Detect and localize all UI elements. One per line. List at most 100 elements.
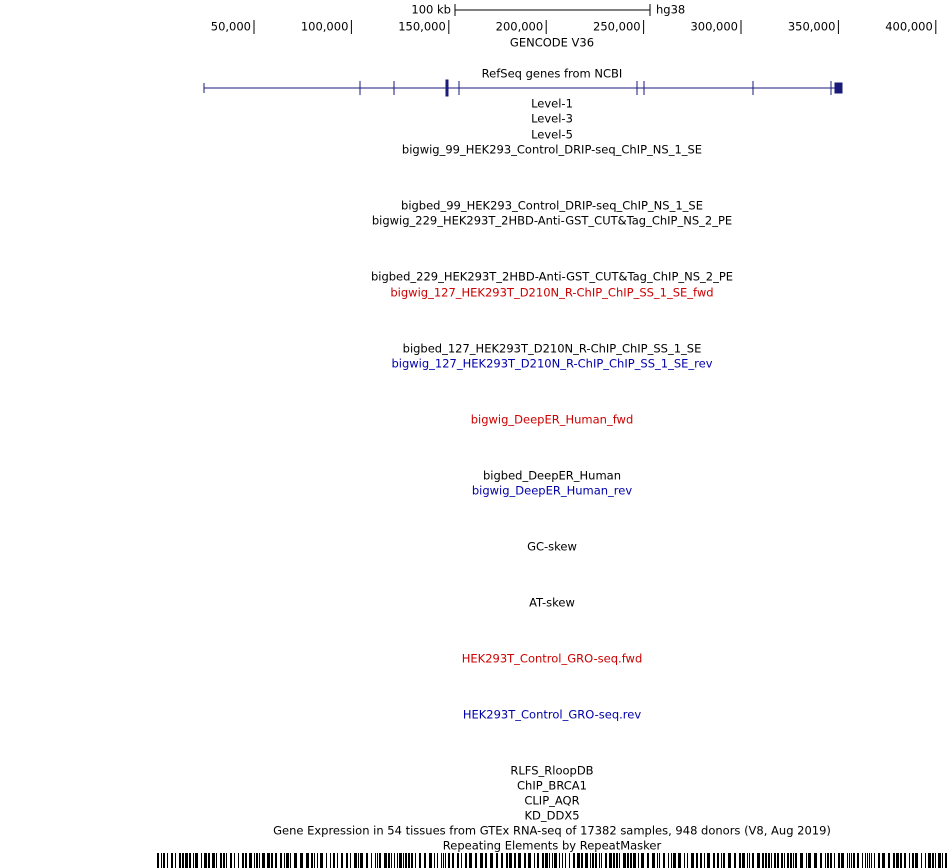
repeat-element [175, 853, 176, 868]
repeat-element [825, 853, 826, 868]
repeat-element [212, 853, 215, 868]
repeat-element [397, 853, 398, 868]
repeat-element [577, 853, 580, 868]
repeat-element [375, 853, 376, 868]
repeat-element [609, 853, 612, 868]
repeat-element [330, 853, 331, 868]
repeat-element [849, 853, 850, 868]
repeat-element [506, 853, 508, 868]
repeat-element [226, 853, 227, 868]
repeat-element [534, 853, 535, 868]
repeat-element [787, 853, 789, 868]
repeat-element [838, 853, 840, 868]
track-label: RLFS_RloopDB [510, 764, 593, 778]
repeat-element [932, 853, 934, 868]
repeat-element [687, 853, 688, 868]
repeat-element [245, 853, 247, 868]
repeat-element [189, 853, 191, 868]
repeat-element [691, 853, 694, 868]
repeat-element [853, 853, 855, 868]
repeat-element [377, 853, 378, 868]
repeat-element [275, 853, 277, 868]
repeat-element [893, 853, 895, 868]
track-label: ChIP_BRCA1 [517, 779, 587, 793]
repeat-element [306, 853, 309, 868]
repeat-element [599, 853, 600, 868]
repeat-element [501, 853, 503, 868]
repeat-element [878, 853, 880, 868]
repeat-element [790, 853, 792, 868]
track-label: bigwig_DeepER_Human_fwd [471, 413, 634, 427]
repeat-element [371, 853, 372, 868]
repeat-element [601, 853, 602, 868]
repeat-element [185, 853, 188, 868]
repeat-element [869, 853, 870, 868]
repeat-element [659, 853, 660, 868]
repeat-element [630, 853, 632, 868]
repeat-element [311, 853, 313, 868]
track-label: Level-1 [531, 97, 573, 111]
gene-model[interactable] [203, 79, 843, 97]
repeat-element [300, 853, 303, 868]
repeat-element [552, 853, 553, 868]
repeat-element [806, 853, 807, 868]
repeat-element [333, 853, 335, 868]
repeat-element [663, 853, 665, 868]
repeat-element [256, 853, 258, 868]
repeat-element [713, 853, 715, 868]
repeat-element [496, 853, 498, 868]
repeat-element [562, 853, 563, 868]
repeat-element [249, 853, 252, 868]
repeat-element [326, 853, 327, 868]
track-label: CLIP_AQR [524, 794, 579, 808]
ruler-tick-label: 100,000 [301, 20, 349, 34]
scale-label: 100 kb [411, 3, 451, 17]
track-label: bigbed_229_HEK293T_2HBD-Anti-GST_CUT&Tag… [371, 270, 733, 284]
repeat-element [862, 853, 863, 868]
repeat-element [673, 853, 676, 868]
repeat-element [938, 853, 941, 868]
repeat-element [388, 853, 390, 868]
repeat-element [337, 853, 338, 868]
repeat-element [259, 853, 260, 868]
repeat-element [747, 853, 748, 868]
repeat-element [394, 853, 395, 868]
ruler-tick-label: 250,000 [593, 20, 641, 34]
track-label: Gene Expression in 54 tissues from GTEx … [273, 824, 831, 838]
repeat-element [834, 853, 835, 868]
repeat-element [704, 853, 705, 868]
repeat-element [912, 853, 914, 868]
repeat-element [915, 853, 918, 868]
repeat-element [857, 853, 859, 868]
repeat-element [384, 853, 387, 868]
repeat-element [405, 853, 407, 868]
repeat-element [827, 853, 829, 868]
repeat-element [945, 853, 947, 868]
repeat-element [284, 853, 285, 868]
repeat-element [896, 853, 899, 868]
repeat-element [800, 853, 803, 868]
repeat-element [391, 853, 392, 868]
repeat-element [581, 853, 583, 868]
ruler-tick-label: 200,000 [496, 20, 544, 34]
track-label: HEK293T_Control_GRO-seq.fwd [462, 652, 643, 666]
repeat-element [360, 853, 363, 868]
ruler-tick-label: 50,000 [211, 20, 251, 34]
repeat-element [781, 853, 783, 868]
track-label: KD_DDX5 [524, 809, 579, 823]
repeat-element [696, 853, 698, 868]
repeat-element [847, 853, 848, 868]
repeat-element [717, 853, 719, 868]
repeat-element [559, 853, 560, 868]
repeat-element [851, 853, 852, 868]
track-label: bigwig_DeepER_Human_rev [472, 484, 633, 498]
repeat-element [320, 853, 323, 868]
repeat-element [765, 853, 767, 868]
repeat-element [465, 853, 467, 868]
track-labels: GENCODE V36 RefSeq genes from NCBI Level-1… [273, 36, 831, 853]
repeat-element [366, 853, 368, 868]
repeat-element [814, 853, 817, 868]
repeat-element [707, 853, 710, 868]
track-label: bigbed_99_HEK293_Control_DRIP-seq_ChIP_N… [401, 199, 703, 213]
repeat-element [942, 853, 943, 868]
